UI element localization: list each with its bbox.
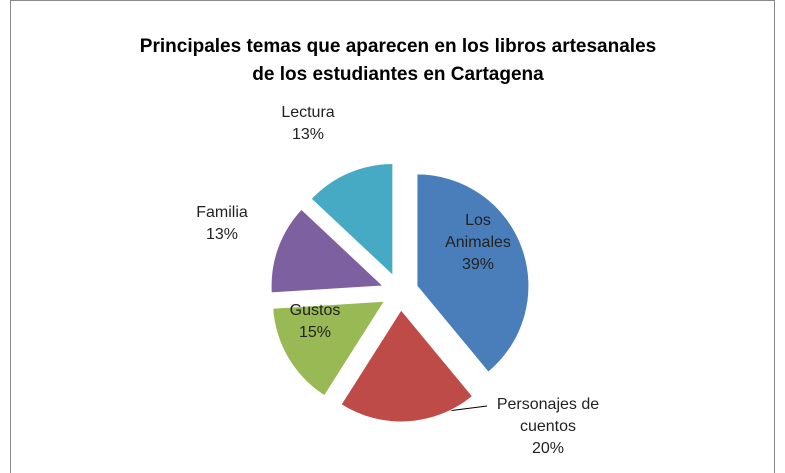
data-label: Personajes de cuentos 20% xyxy=(478,394,618,460)
category-label: Familia xyxy=(196,204,248,221)
value-label: 13% xyxy=(205,226,239,243)
value-label: 39% xyxy=(461,256,495,273)
data-label: Lectura 13% xyxy=(268,102,348,146)
value-label: 15% xyxy=(298,324,332,341)
category-label: Gustos xyxy=(289,302,341,319)
data-label: Gustos 15% xyxy=(275,300,355,344)
category-label: Los Animales xyxy=(445,212,511,251)
chart-title: Principales temas que aparecen en los li… xyxy=(140,36,656,57)
pie-slice xyxy=(272,300,386,397)
category-label: Personajes de cuentos xyxy=(496,396,600,435)
value-label: 20% xyxy=(531,440,565,457)
chart-title: de los estudiantes en Cartagena xyxy=(252,64,544,85)
data-label: Familia 13% xyxy=(182,202,262,246)
value-label: 13% xyxy=(291,126,325,143)
pie-slice xyxy=(340,309,474,423)
pie-slice xyxy=(270,208,385,294)
data-label: Los Animales 39% xyxy=(438,210,518,276)
pie-slice xyxy=(310,162,394,277)
pie-slice xyxy=(416,173,530,373)
category-label: Lectura xyxy=(281,104,335,121)
